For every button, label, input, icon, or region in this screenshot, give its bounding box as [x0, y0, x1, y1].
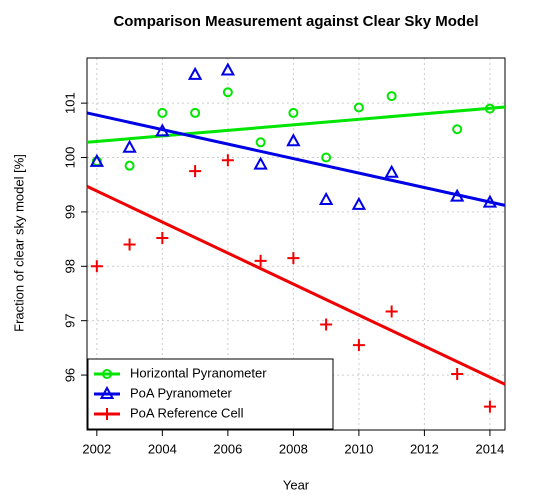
point	[156, 232, 169, 245]
y-tick-label: 101	[62, 92, 77, 114]
trend-line	[86, 184, 506, 386]
y-tick-label: 97	[62, 313, 77, 327]
point	[222, 87, 233, 98]
point	[157, 107, 168, 118]
point	[255, 137, 266, 148]
y-tick-label: 96	[62, 368, 77, 382]
point	[221, 154, 234, 167]
point	[321, 152, 332, 163]
point	[352, 339, 365, 352]
point	[123, 238, 136, 251]
point	[190, 107, 201, 118]
legend-label: PoA Pyranometer	[130, 385, 233, 400]
point	[90, 260, 103, 273]
point	[386, 91, 397, 102]
legend-marker	[102, 369, 112, 379]
point	[155, 123, 170, 137]
point	[482, 194, 498, 208]
point	[351, 196, 367, 210]
y-tick-label: 100	[62, 147, 77, 169]
trend-line	[86, 111, 506, 207]
legend-box	[87, 358, 334, 430]
point	[449, 188, 465, 202]
point	[320, 318, 333, 331]
point	[452, 124, 463, 135]
point	[253, 156, 268, 170]
x-axis-title: Year	[283, 477, 310, 492]
plot-frame	[86, 57, 506, 431]
x-tick-label: 2002	[82, 441, 111, 456]
legend-label: Horizontal Pyranometer	[130, 365, 267, 380]
point	[89, 153, 105, 167]
point	[254, 254, 267, 267]
x-tick-label: 2006	[213, 441, 242, 456]
legend-marker	[99, 385, 115, 399]
chart-title: Comparison Measurement against Clear Sky…	[113, 13, 478, 30]
point	[122, 139, 137, 153]
point	[124, 160, 135, 171]
point	[484, 103, 495, 114]
x-tick-label: 2010	[344, 441, 373, 456]
y-tick-label: 98	[62, 259, 77, 273]
y-axis-title: Fraction of clear sky model [%]	[11, 154, 26, 332]
point	[451, 367, 464, 380]
point	[384, 164, 399, 178]
legend: Horizontal Pyranometer PoA Pyranometer PoA…	[87, 358, 334, 430]
legend-label: PoA Reference Cell	[130, 405, 244, 420]
point	[189, 165, 202, 178]
point	[483, 400, 496, 413]
y-tick-label: 99	[62, 205, 77, 219]
point	[287, 252, 300, 265]
point	[187, 66, 203, 80]
x-tick-label: 2014	[475, 441, 504, 456]
x-tick-label: 2008	[279, 441, 308, 456]
x-tick-label: 2004	[148, 441, 177, 456]
point	[220, 62, 236, 76]
point	[353, 102, 364, 113]
point	[385, 305, 398, 318]
x-tick-label: 2012	[410, 441, 439, 456]
trend-line	[86, 105, 506, 144]
legend-marker	[101, 408, 113, 420]
point	[286, 133, 301, 147]
point	[318, 191, 334, 205]
point	[288, 107, 299, 118]
